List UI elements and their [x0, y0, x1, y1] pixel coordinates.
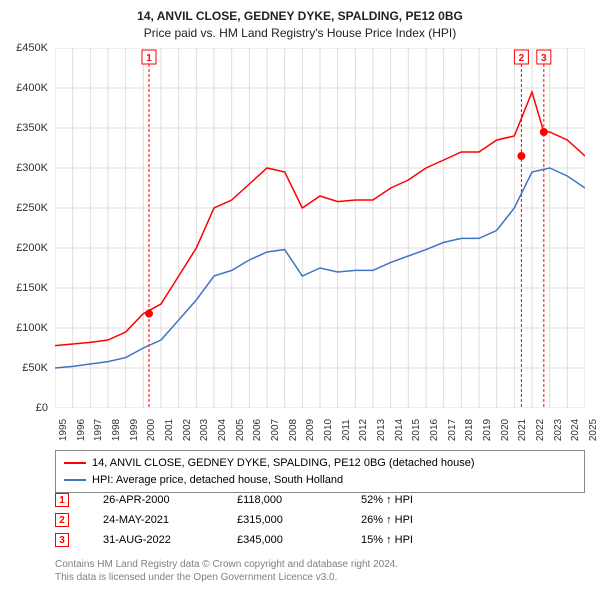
x-tick-label: 2011: [341, 419, 352, 441]
event-markers-table: 1 26-APR-2000 £118,000 52% ↑ HPI 2 24-MAY-202…: [55, 490, 585, 550]
x-tick-label: 1996: [76, 419, 87, 441]
legend-row: HPI: Average price, detached house, Sout…: [64, 472, 576, 489]
event-pct: 15% ↑ HPI: [361, 534, 481, 546]
legend-label: HPI: Average price, detached house, Sout…: [92, 472, 343, 489]
event-marker-num-icon: 3: [55, 533, 69, 547]
event-date: 31-AUG-2022: [103, 534, 213, 546]
chart-svg: 1 2 3: [55, 48, 585, 408]
event-pct: 52% ↑ HPI: [361, 494, 481, 506]
y-tick-label: £100K: [16, 322, 48, 334]
event-marker-row: 1 26-APR-2000 £118,000 52% ↑ HPI: [55, 490, 585, 510]
x-tick-label: 2014: [394, 419, 405, 441]
event-date: 24-MAY-2021: [103, 514, 213, 526]
attribution-line: Contains HM Land Registry data © Crown c…: [55, 558, 585, 571]
legend-swatch-icon: [64, 479, 86, 481]
chart-title: 14, ANVIL CLOSE, GEDNEY DYKE, SPALDING, …: [0, 8, 600, 25]
event-price: £345,000: [237, 534, 337, 546]
y-tick-label: £350K: [16, 122, 48, 134]
y-tick-label: £300K: [16, 162, 48, 174]
event-marker-row: 3 31-AUG-2022 £345,000 15% ↑ HPI: [55, 530, 585, 550]
y-tick-label: £250K: [16, 202, 48, 214]
legend-row: 14, ANVIL CLOSE, GEDNEY DYKE, SPALDING, …: [64, 455, 576, 472]
x-tick-label: 2019: [482, 419, 493, 441]
title-block: 14, ANVIL CLOSE, GEDNEY DYKE, SPALDING, …: [0, 0, 600, 42]
x-tick-label: 2016: [429, 419, 440, 441]
x-tick-label: 2006: [252, 419, 263, 441]
x-tick-label: 2018: [464, 419, 475, 441]
event-pct: 26% ↑ HPI: [361, 514, 481, 526]
legend: 14, ANVIL CLOSE, GEDNEY DYKE, SPALDING, …: [55, 450, 585, 493]
x-tick-label: 2003: [199, 419, 210, 441]
x-tick-label: 2020: [500, 419, 511, 441]
y-tick-label: £400K: [16, 82, 48, 94]
x-tick-label: 2007: [270, 419, 281, 441]
x-tick-label: 2005: [235, 419, 246, 441]
x-tick-label: 2004: [217, 419, 228, 441]
x-tick-label: 2022: [535, 419, 546, 441]
svg-text:3: 3: [541, 53, 547, 64]
x-tick-label: 2024: [570, 419, 581, 441]
y-axis: £0£50K£100K£150K£200K£250K£300K£350K£400…: [0, 48, 50, 408]
event-price: £118,000: [237, 494, 337, 506]
x-tick-label: 2008: [288, 419, 299, 441]
plot-area: 1 2 3: [55, 48, 585, 408]
attribution-line: This data is licensed under the Open Gov…: [55, 571, 585, 584]
event-price: £315,000: [237, 514, 337, 526]
y-tick-label: £0: [36, 402, 48, 414]
x-tick-label: 2023: [553, 419, 564, 441]
chart-container: 14, ANVIL CLOSE, GEDNEY DYKE, SPALDING, …: [0, 0, 600, 590]
x-tick-label: 2001: [164, 419, 175, 441]
x-tick-label: 1995: [58, 419, 69, 441]
event-marker-num-icon: 1: [55, 493, 69, 507]
attribution: Contains HM Land Registry data © Crown c…: [55, 558, 585, 584]
x-tick-label: 2015: [411, 419, 422, 441]
event-marker-row: 2 24-MAY-2021 £315,000 26% ↑ HPI: [55, 510, 585, 530]
x-tick-label: 2010: [323, 419, 334, 441]
x-tick-label: 1997: [93, 419, 104, 441]
x-tick-label: 2017: [447, 419, 458, 441]
svg-text:1: 1: [146, 53, 152, 64]
x-tick-label: 2000: [146, 419, 157, 441]
y-tick-label: £50K: [22, 362, 48, 374]
legend-swatch-icon: [64, 462, 86, 464]
legend-label: 14, ANVIL CLOSE, GEDNEY DYKE, SPALDING, …: [92, 455, 475, 472]
x-tick-label: 2012: [358, 419, 369, 441]
svg-text:2: 2: [519, 53, 525, 64]
x-tick-label: 2013: [376, 419, 387, 441]
x-tick-label: 2021: [517, 419, 528, 441]
event-marker-num-icon: 2: [55, 513, 69, 527]
x-tick-label: 1999: [129, 419, 140, 441]
y-tick-label: £200K: [16, 242, 48, 254]
x-tick-label: 1998: [111, 419, 122, 441]
y-tick-label: £150K: [16, 282, 48, 294]
x-tick-label: 2025: [588, 419, 599, 441]
x-tick-label: 2002: [182, 419, 193, 441]
chart-subtitle: Price paid vs. HM Land Registry's House …: [0, 25, 600, 42]
x-tick-label: 2009: [305, 419, 316, 441]
event-date: 26-APR-2000: [103, 494, 213, 506]
y-tick-label: £450K: [16, 42, 48, 54]
